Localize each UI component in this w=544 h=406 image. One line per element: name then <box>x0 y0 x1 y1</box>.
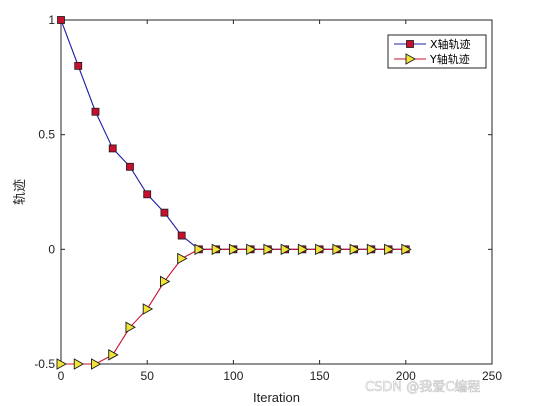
data-point-triangle <box>108 349 119 361</box>
data-point-triangle <box>263 243 274 256</box>
data-point-square <box>57 16 65 24</box>
data-point-square <box>177 231 186 240</box>
data-point-triangle <box>401 243 412 256</box>
data-point-triangle <box>177 252 188 265</box>
y-axis-ticks: -0.5 0 0.5 1 <box>34 13 492 371</box>
data-point-triangle <box>246 243 257 256</box>
data-point-triangle <box>194 243 205 256</box>
data-point-square <box>108 144 117 153</box>
data-point-triangle <box>211 243 223 256</box>
y-tick-label: 0.5 <box>38 128 55 142</box>
legend: X轴轨迹 Y轴轨迹 <box>387 34 487 69</box>
data-point-triangle <box>73 358 85 370</box>
axes <box>60 19 493 365</box>
data-point-triangle <box>280 243 292 256</box>
data-point-triangle <box>159 275 171 288</box>
data-point-triangle <box>315 243 326 256</box>
legend-box <box>387 34 487 69</box>
data-point-triangle <box>56 358 67 370</box>
data-point-square <box>126 162 134 171</box>
x-axis-title: Iteration <box>253 390 300 405</box>
data-point-square <box>91 107 100 116</box>
data-point-triangle <box>384 243 395 256</box>
data-point-triangle <box>228 243 240 256</box>
y-tick-label: 1 <box>48 13 55 27</box>
data-point-triangle <box>125 321 136 334</box>
watermark: CSDN @我爱C编程 <box>365 380 480 395</box>
data-point-square <box>74 61 83 70</box>
x-tick-label: 0 <box>58 369 65 383</box>
legend-marker-square <box>406 40 414 48</box>
legend-label-x: X轴轨迹 <box>430 37 471 51</box>
x-axis-ticks: 0 50 100 150 200 250 <box>58 20 502 383</box>
x-tick-label: 200 <box>396 369 416 383</box>
data-point-square <box>143 190 152 199</box>
x-tick-label: 100 <box>223 369 243 383</box>
y-tick-label: -0.5 <box>34 357 55 371</box>
series-layer <box>56 16 412 370</box>
data-point-triangle <box>297 243 309 256</box>
x-tick-label: 250 <box>482 369 502 383</box>
legend-marker-triangle <box>405 53 416 65</box>
y-axis-title: 轨迹 <box>12 179 27 205</box>
plot-frame <box>60 19 493 365</box>
data-point-triangle <box>91 358 102 370</box>
data-point-triangle <box>349 243 361 256</box>
data-point-triangle <box>366 243 378 256</box>
series-markers-1 <box>56 243 412 370</box>
data-point-triangle <box>142 303 154 315</box>
data-point-square <box>160 208 169 217</box>
x-tick-label: 150 <box>310 369 330 383</box>
x-tick-label: 50 <box>141 369 155 383</box>
y-tick-label: 0 <box>48 242 55 256</box>
legend-label-y: Y轴轨迹 <box>429 52 470 66</box>
data-point-triangle <box>332 243 343 256</box>
